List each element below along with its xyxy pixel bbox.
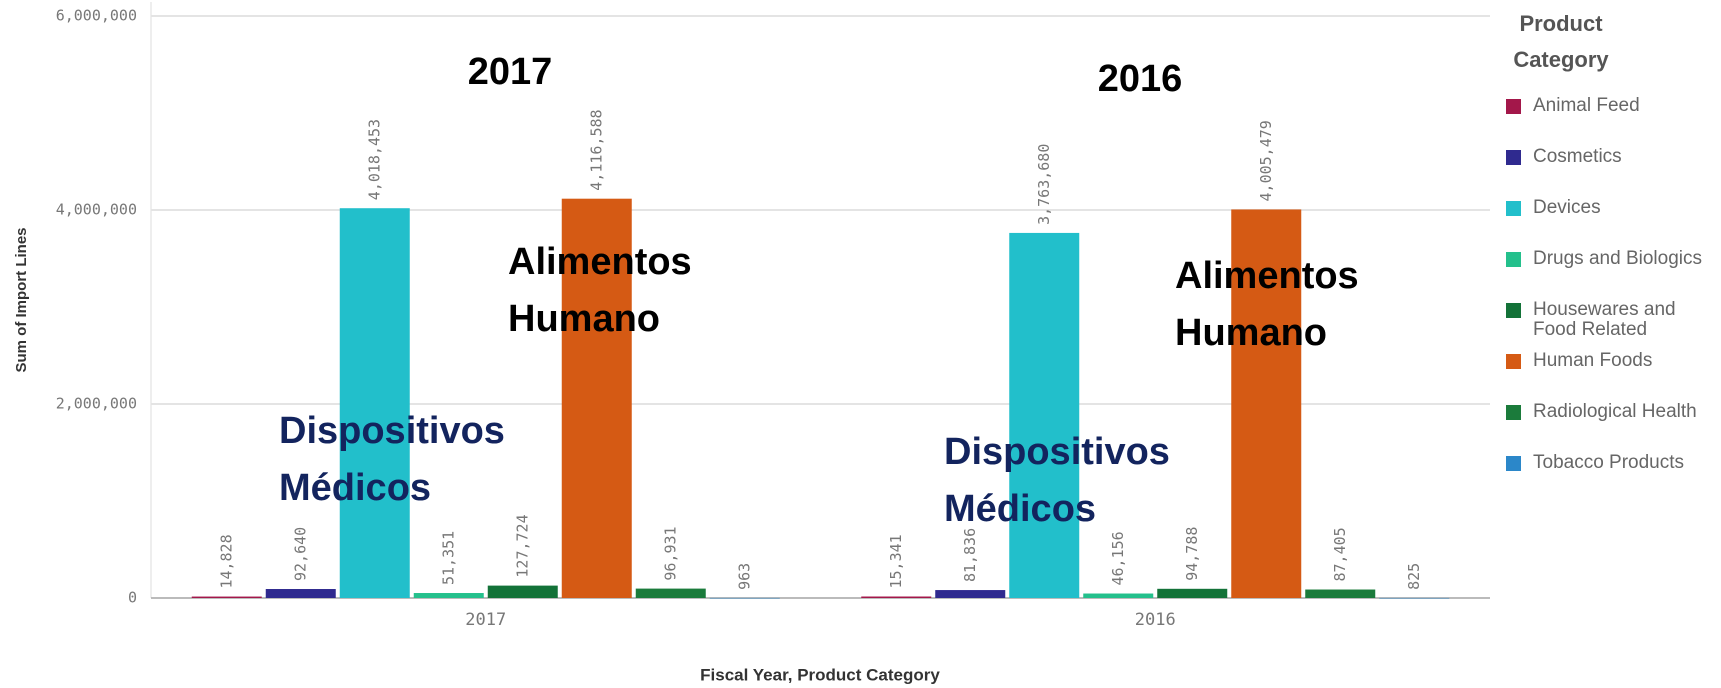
value-label: 92,640 [292,527,310,581]
y-tick-label: 6,000,000 [56,7,137,25]
bar [1231,209,1302,598]
value-label: 15,341 [887,534,905,588]
value-label: 963 [736,563,754,590]
legend-item: Devices [1496,198,1721,249]
annotation-line: 2016 [1098,58,1183,100]
legend-swatch [1506,99,1521,114]
bar [1083,593,1154,598]
legend-swatch [1506,150,1521,165]
value-label: 81,836 [961,528,979,582]
annotation-line: Humano [1175,312,1327,354]
bar [1305,589,1376,598]
value-label: 3,763,680 [1035,144,1053,225]
value-label: 96,931 [662,526,680,580]
x-tick-label: 2017 [465,610,506,630]
bar [413,593,484,598]
annotation-line: Dispositivos [944,431,1170,473]
y-tick-label: 0 [128,589,137,607]
annotation: Alimentos Humano [508,241,692,340]
legend-item: Animal Feed [1496,96,1721,147]
bar [1379,597,1450,599]
legend-label: Radiological Health [1533,401,1697,422]
bar [1009,232,1080,598]
legend-item: Drugs and Biologics [1496,249,1721,300]
annotation-line: 2017 [468,51,553,93]
legend-swatch [1506,456,1521,471]
annotation-line: Alimentos [508,241,692,283]
value-label: 94,788 [1183,527,1201,581]
bar [935,590,1006,598]
legend-label: Devices [1533,197,1601,218]
legend-label: Animal Feed [1533,95,1640,116]
legend-label: Tobacco Products [1533,452,1685,473]
annotation-line: Médicos [279,467,431,509]
y-axis-title: Sum of Import Lines [13,227,30,372]
legend: Product Category Animal Feed Cosmetics Dev… [1496,6,1721,504]
annotation: Alimentos Humano [1175,255,1359,354]
annotation: Dispositivos Médicos [944,431,1170,530]
legend-label: Housewares and Food Related [1533,299,1676,340]
value-label: 14,828 [218,534,236,588]
bar [635,588,706,598]
annotation: Dispositivos Médicos [279,410,505,509]
legend-item: Human Foods [1496,351,1721,402]
value-label: 51,351 [440,531,458,585]
bar [861,596,932,598]
value-label: 4,018,453 [366,119,384,200]
y-tick-label: 4,000,000 [56,201,137,219]
x-tick-label: 2016 [1135,610,1176,630]
annotation-line: Dispositivos [279,410,505,452]
value-label: 127,724 [514,514,532,577]
bar [561,198,632,598]
legend-label: Drugs and Biologics [1533,248,1702,269]
value-label: 87,405 [1331,527,1349,581]
bar [191,596,262,598]
bar [487,585,558,598]
value-label: 46,156 [1109,531,1127,585]
x-axis-title: Fiscal Year, Product Category [700,665,940,684]
value-label: 4,005,479 [1257,120,1275,201]
legend-item: Cosmetics [1496,147,1721,198]
legend-label: Human Foods [1533,350,1653,371]
legend-swatch [1506,354,1521,369]
y-tick-label: 2,000,000 [56,395,137,413]
annotation: 2016 [1098,58,1183,100]
value-label: 4,116,588 [588,109,606,190]
legend-swatch [1506,303,1521,318]
bar [339,208,410,598]
legend-label: Cosmetics [1533,146,1622,167]
legend-swatch [1506,201,1521,216]
legend-item: Housewares and Food Related [1496,300,1721,351]
value-label: 825 [1405,563,1423,590]
bar [709,597,780,599]
legend-item: Tobacco Products [1496,453,1721,504]
annotation-line: Alimentos [1175,255,1359,297]
annotation: 2017 [468,51,553,93]
legend-item: Radiological Health [1496,402,1721,453]
legend-swatch [1506,252,1521,267]
legend-swatch [1506,405,1521,420]
annotation-line: Médicos [944,488,1096,530]
bar [1157,588,1228,598]
annotation-line: Humano [508,298,660,340]
legend-title: Product Category [1513,11,1609,72]
bar [265,589,336,598]
